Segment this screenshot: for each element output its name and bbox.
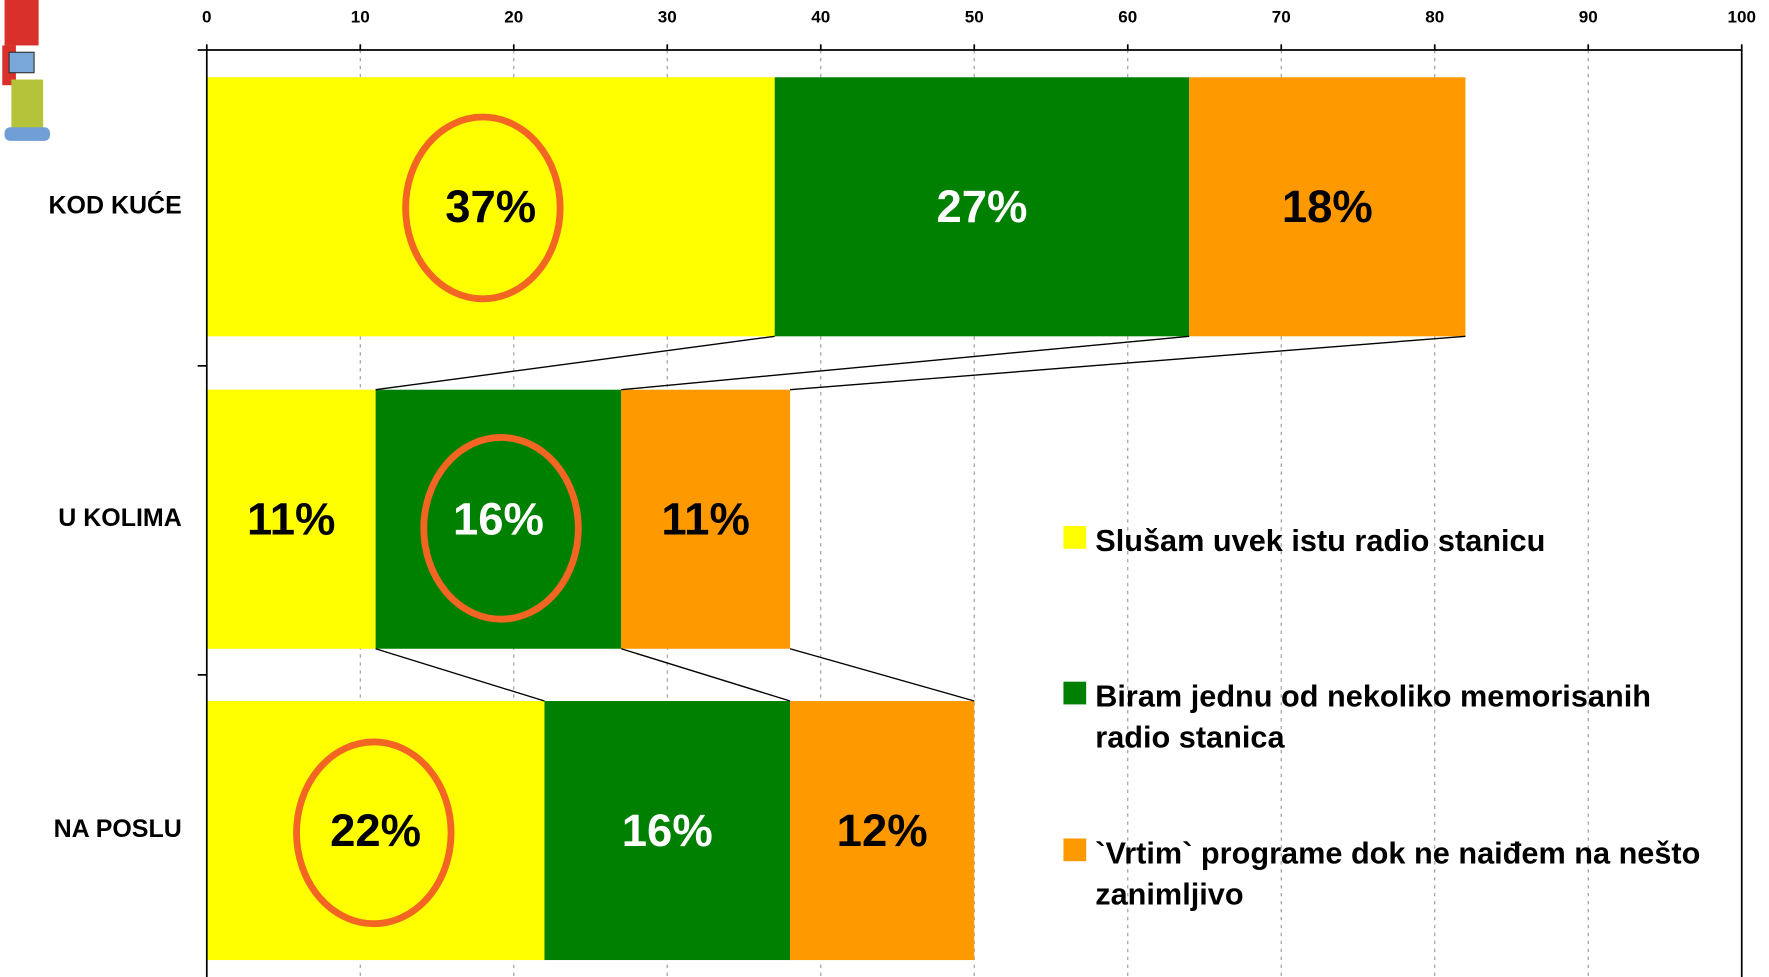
y-tick-label: NA POSLU (54, 815, 182, 843)
page: 0 10 20 30 40 50 60 70 80 90 100 KOD KUĆE 37% 27% 18% U… (0, 0, 1769, 977)
y-tick-label: U KOLIMA (58, 504, 182, 532)
legend-entry: `Vrtim` programe dok ne naiđem na nešto … (1063, 833, 1714, 915)
connector-line (621, 649, 790, 701)
legend-entry: Biram jednu od nekoliko memorisanih radi… (1063, 676, 1714, 758)
data-label: 18% (1282, 181, 1373, 232)
mascot (2, 0, 50, 141)
data-label: 11% (247, 494, 335, 545)
data-label: 27% (936, 181, 1027, 232)
legend-entry: Slušam uvek istu radio stanicu (1063, 520, 1714, 561)
legend-label: `Vrtim` programe dok ne naiđem na nešto … (1095, 833, 1714, 915)
data-label: 12% (837, 805, 928, 856)
chart: 0 10 20 30 40 50 60 70 80 90 100 KOD KUĆE 37% 27% 18% U… (0, 0, 1769, 977)
connector-line (621, 336, 1189, 389)
x-tick-label: 80 (1425, 8, 1444, 27)
data-label: 22% (330, 805, 421, 856)
data-label: 16% (453, 494, 544, 545)
x-tick-label: 40 (811, 8, 830, 27)
y-tick-label: KOD KUĆE (49, 189, 182, 219)
x-tick-label: 90 (1579, 8, 1598, 27)
x-tick-label: 60 (1118, 8, 1137, 27)
connector-line (376, 649, 545, 701)
x-tick-label: 100 (1728, 8, 1756, 27)
data-label: 11% (661, 494, 749, 545)
legend-swatch (1063, 682, 1086, 705)
x-tick-label: 0 (202, 8, 211, 27)
x-tick-label: 20 (504, 8, 523, 27)
legend-swatch (1063, 526, 1086, 549)
legend-swatch (1063, 838, 1086, 861)
data-label: 16% (622, 805, 713, 856)
legend-label: Biram jednu od nekoliko memorisanih radi… (1095, 676, 1714, 758)
x-tick-label: 50 (965, 8, 984, 27)
x-tick-label: 10 (351, 8, 370, 27)
connector-line (790, 649, 974, 701)
x-tick-label: 70 (1272, 8, 1291, 27)
connector-line (376, 336, 775, 389)
x-tick-label: 30 (658, 8, 677, 27)
legend-label: Slušam uvek istu radio stanicu (1095, 520, 1714, 561)
data-label: 37% (445, 181, 536, 232)
